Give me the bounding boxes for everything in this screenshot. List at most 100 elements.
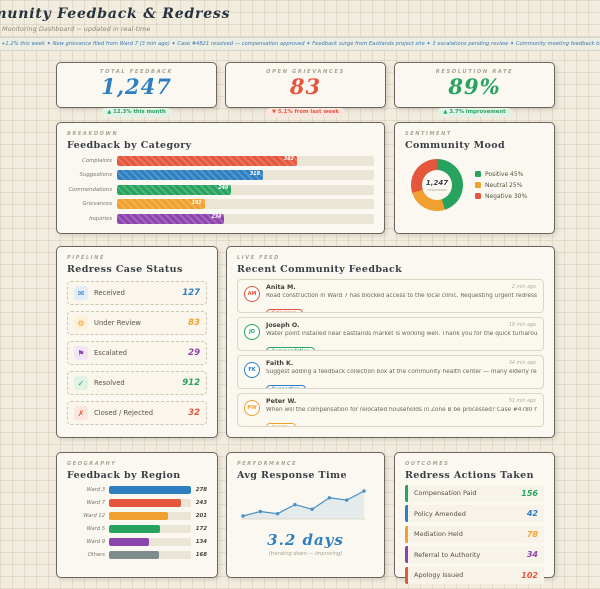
gear-icon: ⚙ (74, 316, 88, 330)
card-kicker: GEOGRAPHY (67, 461, 117, 467)
outcome-row: Referral to Authority 34 (405, 546, 544, 563)
news-ticker: Satisfaction score up +1.2% this week ✦ … (0, 37, 600, 51)
region-bar-track (109, 525, 191, 533)
outcome-label: Compensation Paid (414, 489, 477, 497)
outcome-label: Apology Issued (414, 571, 464, 579)
region-label: Ward 5 (86, 526, 105, 532)
card-title: Avg Response Time (237, 470, 347, 481)
stat-kicker: RESOLUTION RATE (435, 69, 514, 75)
legend-swatch-icon (475, 171, 481, 177)
category-bar-track: 318 (117, 170, 374, 180)
category-bar-track: 234 (117, 213, 374, 224)
feed-category-badge: Grievance (266, 308, 303, 312)
region-bar-fill (109, 538, 149, 546)
card-kicker: OUTCOMES (405, 461, 450, 467)
check-icon: ✓ (74, 376, 88, 390)
avatar: AM (244, 286, 260, 302)
outcome-row: Policy Amended 42 (405, 505, 544, 522)
feed-author-name: Peter W. (266, 398, 297, 405)
category-bar-row: Inquiries 234 (67, 213, 374, 224)
outcome-label: Mediation Held (414, 530, 463, 538)
sentiment-card: SENTIMENT Community Mood 1,247 responses… (394, 122, 555, 234)
region-bar-fill (109, 499, 181, 507)
page-title: Community Feedback & Redress (0, 6, 231, 22)
sparkline-svg (241, 489, 366, 520)
category-bar-row: Suggestions 318 (67, 170, 374, 180)
category-bar-row: Grievances 191 (67, 199, 374, 209)
feed-item: AM Anita M. 2 min ago Road construction in … (237, 279, 544, 313)
region-bar-value: 134 (195, 539, 207, 545)
outcome-row: Compensation Paid 156 (405, 484, 544, 502)
stat-delta-badge: ▲ 12.3% this month (101, 107, 172, 117)
donut-ring: 1,247 responses (411, 159, 463, 211)
feed-item: JO Joseph O. 19 min ago Water point install… (237, 317, 544, 351)
region-bar-fill (109, 512, 169, 520)
feed-item: FK Faith K. 34 min ago Suggest adding a fee… (237, 355, 544, 389)
performance-card: PERFORMANCE Avg Response Time 3.2 days (… (226, 452, 385, 578)
region-label: Ward 3 (86, 487, 105, 493)
outcome-row: Mediation Held 78 (405, 525, 544, 543)
region-bar-track (109, 486, 191, 494)
category-label: Commendations (68, 186, 112, 193)
category-label: Suggestions (79, 172, 112, 178)
pipeline-row-label: Received (94, 289, 125, 297)
card-title: Redress Actions Taken (405, 470, 534, 481)
feed-author-name: Anita M. (266, 284, 296, 291)
pipeline-row-value: 32 (188, 408, 200, 418)
region-bar-value: 201 (195, 513, 207, 519)
response-time-note: (trending down — improving) (268, 551, 343, 557)
card-title: Feedback by Category (67, 140, 192, 151)
category-label: Grievances (82, 201, 112, 207)
outcome-value: 102 (521, 570, 538, 580)
region-bar-value: 172 (195, 526, 207, 532)
category-label: Complaints (82, 157, 112, 164)
outcome-value: 78 (526, 529, 538, 539)
region-bar-row: Ward 12 201 (67, 512, 207, 520)
feed-message-text: Water point installed near Eastlands mar… (266, 330, 537, 337)
stat-value: 89% (448, 74, 501, 99)
category-bar-value: 318 (249, 171, 260, 177)
pipeline-row-label: Escalated (94, 349, 127, 357)
avatar: FK (244, 362, 260, 378)
page-subtitle: Monitoring Dashboard ~ updated in real-t… (2, 25, 151, 33)
flag-icon: ⚑ (74, 346, 88, 360)
donut-total: 1,247 (425, 178, 449, 187)
pipeline-row: ⚑ Escalated 29 (67, 341, 207, 365)
region-label: Ward 9 (86, 539, 105, 545)
stat-kicker: OPEN GRIEVANCES (266, 69, 345, 75)
category-bar-row: Commendations 249 (67, 184, 374, 195)
pipeline-list: ✉ Received 127 ⚙ Under Review 83 ⚑ Escalated 29 ✓… (67, 281, 207, 425)
stat-value: 1,247 (101, 74, 172, 99)
region-bar-track (109, 551, 191, 559)
outcomes-card: OUTCOMES Redress Actions Taken Compensat… (394, 452, 555, 584)
feed-author-name: Joseph O. (266, 322, 300, 329)
pipeline-card: PIPELINE Redress Case Status ✉ Received 12… (56, 246, 218, 438)
feed-timestamp: 51 min ago (508, 399, 536, 404)
envelope-icon: ✉ (74, 286, 88, 300)
region-label: Ward 7 (86, 500, 105, 506)
category-bar-fill: 318 (117, 170, 263, 180)
region-bar-value: 278 (195, 487, 207, 493)
stat-delta-badge: ▲ 3.7% improvement (437, 107, 512, 117)
legend-item: Positive 45% (475, 171, 527, 178)
outcome-value: 42 (526, 509, 538, 518)
category-bar-value: 249 (218, 186, 229, 191)
pipeline-row-value: 912 (182, 378, 200, 388)
pipeline-row-value: 29 (188, 348, 200, 358)
donut-center: 1,247 responses (422, 170, 452, 200)
category-bar-track: 191 (117, 199, 374, 209)
stat-card-open-grievances: OPEN GRIEVANCES 83 ▼ 5.1% from last week (225, 62, 386, 117)
card-kicker: SENTIMENT (405, 131, 452, 137)
pipeline-row-label: Closed / Rejected (94, 409, 154, 417)
region-bar-chart: Ward 3 278 Ward 7 243 Ward 12 201 Ward 5 172 War… (67, 486, 207, 559)
donut-total-label: responses (427, 186, 447, 192)
feed-category-badge: Commendation (266, 346, 316, 350)
card-kicker: LIVE FEED (237, 255, 280, 261)
outcomes-list: Compensation Paid 156 Policy Amended 42 Medi… (405, 484, 544, 584)
category-bar-fill: 191 (117, 199, 205, 209)
region-bar-track (109, 538, 191, 546)
region-bar-value: 243 (195, 500, 207, 506)
category-bar-value: 392 (283, 157, 294, 162)
pipeline-row: ✉ Received 127 (67, 281, 207, 305)
